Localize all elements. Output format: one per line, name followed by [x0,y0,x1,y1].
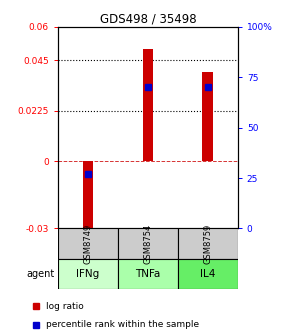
Text: log ratio: log ratio [46,302,84,311]
Bar [142,49,153,161]
Text: IL4: IL4 [200,269,215,279]
Text: GSM8759: GSM8759 [203,223,212,264]
Text: TNFa: TNFa [135,269,161,279]
Text: GSM8754: GSM8754 [143,223,153,264]
Bar [83,161,93,233]
Text: IFNg: IFNg [76,269,99,279]
Bar [58,259,118,289]
Text: GSM8749: GSM8749 [84,223,93,264]
Bar [118,259,178,289]
Bar [178,228,238,259]
Bar [118,228,178,259]
Text: percentile rank within the sample: percentile rank within the sample [46,320,200,329]
Bar [202,72,213,161]
Bar [178,259,238,289]
Title: GDS498 / 35498: GDS498 / 35498 [99,13,196,26]
Bar [58,228,118,259]
Text: agent: agent [27,269,55,279]
